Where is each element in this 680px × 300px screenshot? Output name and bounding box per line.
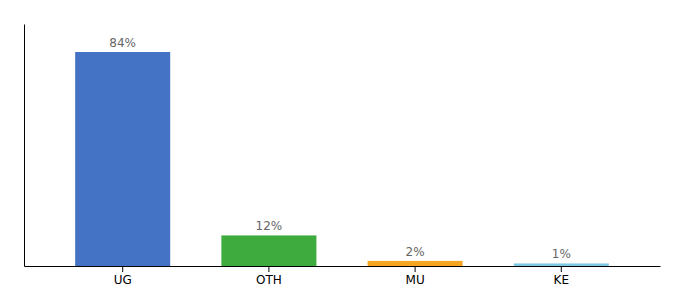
data-label: 12% <box>256 219 283 233</box>
x-axis-line <box>25 266 661 267</box>
bar <box>75 52 170 266</box>
bar <box>368 261 463 266</box>
data-label: 2% <box>406 245 425 259</box>
x-tick: OTH <box>256 266 282 287</box>
data-labels: 84% 12% 2% 1% <box>109 36 570 261</box>
plot: 84% 12% 2% 1% UG OTH MU KE <box>25 25 661 287</box>
x-tick-label: MU <box>406 273 425 287</box>
data-label: 1% <box>552 247 571 261</box>
x-tick-mark <box>415 266 416 272</box>
y-axis <box>24 25 25 267</box>
bar <box>514 263 609 266</box>
x-tick-mark <box>122 266 123 272</box>
data-label: 84% <box>109 36 136 50</box>
x-tick: KE <box>554 266 569 287</box>
bar <box>221 235 316 266</box>
bars <box>75 52 609 266</box>
x-tick-label: UG <box>114 273 132 287</box>
x-tick-label: OTH <box>256 273 282 287</box>
x-tick-mark <box>268 266 269 272</box>
x-axis: UG OTH MU KE <box>25 266 661 287</box>
chart: 84% 12% 2% 1% UG OTH MU KE <box>0 0 680 300</box>
x-tick-label: KE <box>554 273 569 287</box>
x-tick: UG <box>114 266 132 287</box>
x-tick: MU <box>406 266 425 287</box>
y-axis-line <box>24 25 25 267</box>
x-tick-mark <box>561 266 562 272</box>
